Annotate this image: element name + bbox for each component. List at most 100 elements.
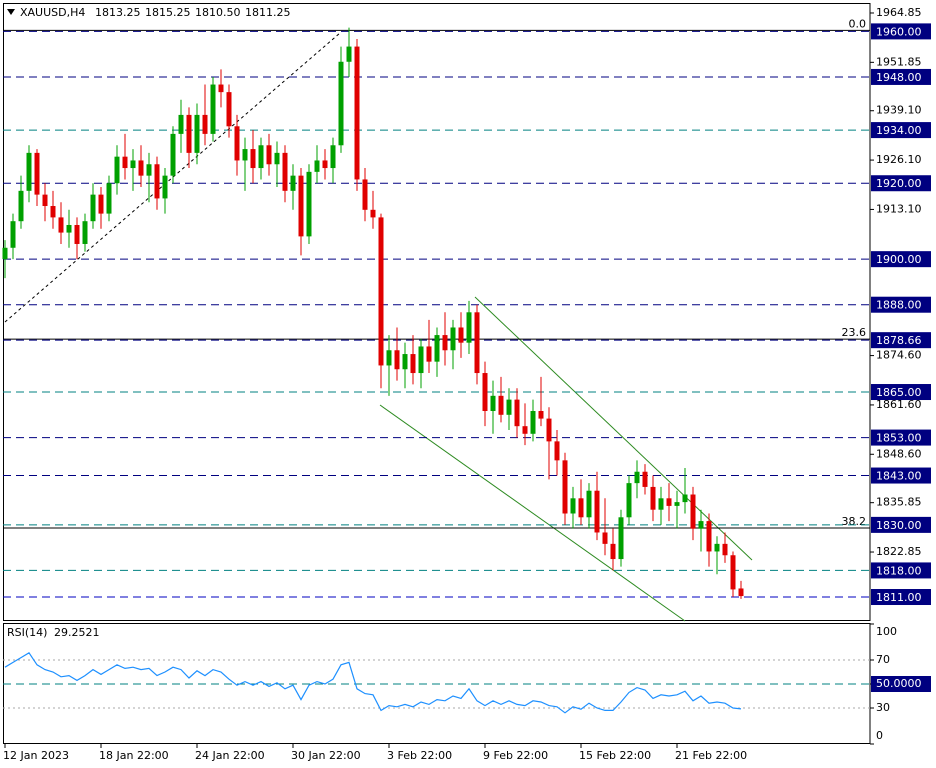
candle-body [370,209,376,218]
candle-body [250,149,256,169]
candle-body [186,114,192,153]
candle-body [490,395,496,412]
candle-body [482,373,488,412]
level-box [871,251,931,268]
candle-body [322,160,328,169]
candle-body [690,494,696,529]
y-tick-label: 1951.85 [876,55,922,68]
candle-body [10,221,16,248]
candle-body [338,61,344,146]
fib-label: 38.2 [842,515,867,528]
level-box [871,429,931,446]
y-tick-label: 1822.85 [876,545,922,558]
y-tick-label: 1926.10 [876,153,922,166]
candle-body [290,175,296,191]
candle-body [426,346,432,362]
candle-body [162,175,168,199]
candle-body [634,471,640,484]
candle-body [442,335,448,351]
candle-body [738,588,744,597]
candle-body [554,441,560,461]
main-panel [3,3,871,621]
rsi-title: RSI(14) [7,626,47,639]
y-tick-label: 1835.85 [876,496,922,509]
ohlc-value: 1815.25 [145,6,191,19]
candle-body [210,84,216,134]
fib-label: 0.0 [849,17,867,30]
candle-body [546,418,552,442]
candle-body [42,194,48,207]
candle-body [666,498,672,506]
fib-label: 23.6 [842,326,867,339]
candle-body [74,224,80,244]
candle-body [50,206,56,218]
y-tick-label: 1848.60 [876,447,922,460]
level-label: 1878.66 [876,334,922,347]
candle-body [698,521,704,529]
candle-body [458,327,464,343]
candle-body [706,521,712,552]
x-tick-label: 3 Feb 22:00 [387,749,452,762]
candle-body [394,350,400,370]
x-tick-label: 15 Feb 22:00 [579,749,651,762]
candle-body [26,152,32,191]
candle-body [314,160,320,172]
y-tick-label: 100 [876,625,897,638]
candle-body [66,224,72,233]
candle-body [578,498,584,518]
candle-body [18,190,24,222]
y-tick-label: 50.0000 [876,677,922,690]
candle-body [354,46,360,180]
candle-body [722,543,728,556]
candle-body [146,164,152,176]
level-label: 1900.00 [876,253,922,266]
candle-body [306,171,312,237]
candle-body [610,543,616,560]
y-tick-label: 1964.85 [876,6,922,19]
candle-body [330,145,336,169]
level-box [871,384,931,401]
candle-body [402,354,408,370]
candle-body [626,483,632,518]
chart-title: XAUUSD,H4 [20,6,85,19]
level-label: 1818.00 [876,564,922,577]
candle-body [202,114,208,134]
candle-body [346,46,352,62]
y-tick-label: 1861.60 [876,398,922,411]
y-tick-label: 0 [876,729,883,742]
candle-body [218,84,224,93]
y-tick-label: 30 [876,701,890,714]
level-label: 1830.00 [876,519,922,532]
candle-body [178,114,184,134]
candle-body [114,156,120,184]
menu-arrow[interactable] [7,9,15,15]
candle-body [90,194,96,222]
candle-body [602,532,608,544]
candle-body [122,156,128,169]
candle-body [674,502,680,506]
level-box [871,676,931,692]
candle-body [282,152,288,191]
x-tick-label: 12 Jan 2023 [3,749,69,762]
x-tick-label: 9 Feb 22:00 [483,749,548,762]
candle-body [410,354,416,374]
candle-body [586,490,592,518]
candle-body [498,395,504,415]
candle-body [266,145,272,165]
level-box [871,516,931,533]
candle-body [594,490,600,533]
trend-line [4,32,341,323]
level-box [871,562,931,579]
level-box [871,296,931,313]
candle-body [2,247,8,260]
candle-body [98,194,104,214]
candle-body [506,399,512,415]
candle-body [418,346,424,374]
candle-body [106,183,112,214]
y-tick-label: 1874.60 [876,349,922,362]
candle-body [138,160,144,176]
candle-body [642,471,648,487]
ohlc-value: 1811.25 [245,6,291,19]
level-box [871,175,931,192]
